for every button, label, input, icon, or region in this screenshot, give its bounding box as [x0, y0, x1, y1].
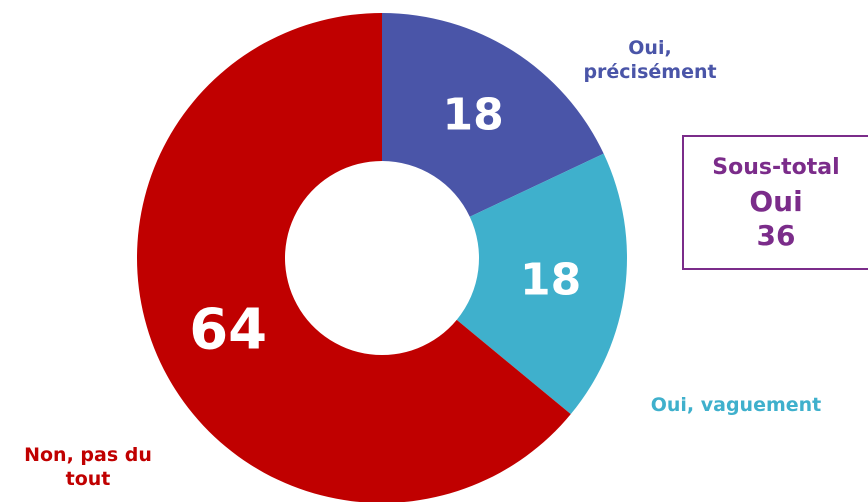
- subtotal-box: Sous-total Oui 36: [682, 135, 868, 270]
- value-label: 18: [442, 89, 503, 140]
- subtotal-title: Sous-total: [712, 155, 840, 180]
- slice: [382, 13, 604, 217]
- slice: [137, 13, 571, 502]
- subtotal-label: Oui: [749, 185, 803, 218]
- slice-label: Oui, vaguement: [650, 394, 822, 416]
- slice-label: Non, pas du tout: [24, 444, 152, 490]
- slice-label: Oui, précisément: [583, 37, 717, 83]
- value-label: 64: [189, 298, 267, 363]
- value-label: 18: [520, 254, 581, 305]
- subtotal-value: 36: [756, 219, 796, 252]
- slice: [456, 153, 628, 415]
